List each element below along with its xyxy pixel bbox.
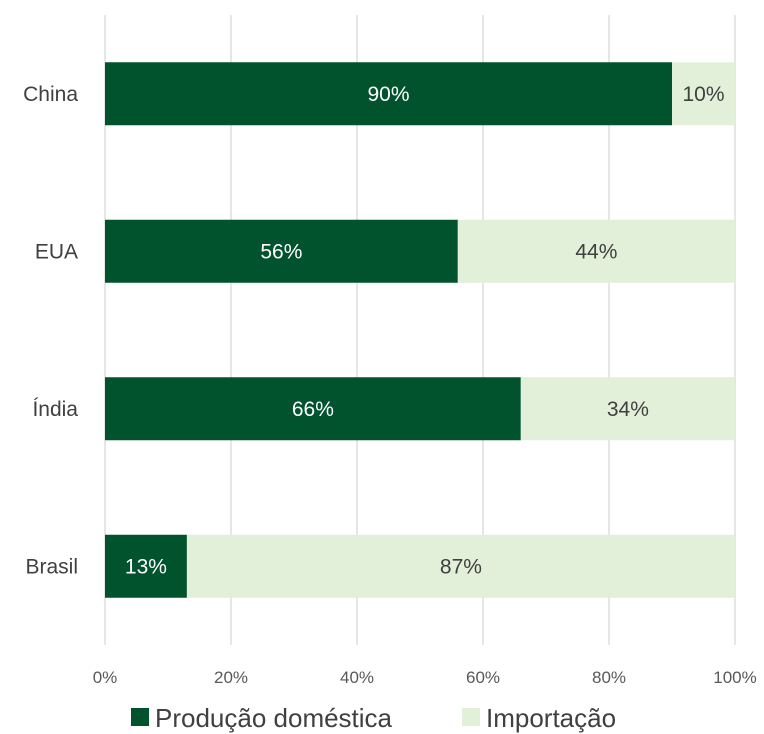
data-label-eua-series-1: 44% bbox=[575, 240, 617, 263]
bar-eua-series-0 bbox=[105, 219, 458, 283]
bar-china-series-1 bbox=[672, 62, 735, 126]
x-tick-label: 20% bbox=[214, 668, 248, 687]
category-label: Índia bbox=[32, 398, 78, 421]
x-tick-label: 100% bbox=[713, 668, 756, 687]
category-label: China bbox=[23, 83, 78, 106]
bar-índia-series-0 bbox=[105, 377, 521, 441]
bar-eua-series-1 bbox=[457, 219, 735, 283]
bar-brasil-series-0 bbox=[105, 534, 187, 598]
x-axis-ticks: 0% 20% 40% 60% 80% 100% bbox=[93, 668, 757, 687]
data-label-índia-series-0: 66% bbox=[292, 398, 334, 421]
x-tick-label: 0% bbox=[93, 668, 118, 687]
bar-brasil-series-1 bbox=[186, 534, 735, 598]
x-tick-label: 40% bbox=[340, 668, 374, 687]
bar-china-series-0 bbox=[105, 62, 672, 126]
x-tick-label: 80% bbox=[592, 668, 626, 687]
category-labels: China EUA Índia Brasil bbox=[23, 83, 78, 579]
legend-swatch-1 bbox=[462, 708, 480, 726]
data-label-eua-series-0: 56% bbox=[260, 240, 302, 263]
data-label-índia-series-1: 34% bbox=[607, 398, 649, 421]
legend-swatch-0 bbox=[131, 708, 149, 726]
data-label-china-series-0: 90% bbox=[367, 83, 409, 106]
legend-label-0: Produção doméstica bbox=[155, 703, 393, 733]
data-label-china-series-1: 10% bbox=[682, 83, 724, 106]
data-label-brasil-series-1: 87% bbox=[440, 555, 482, 578]
x-tick-label: 60% bbox=[466, 668, 500, 687]
data-label-brasil-series-0: 13% bbox=[125, 555, 167, 578]
bar-índia-series-1 bbox=[520, 377, 735, 441]
category-label: Brasil bbox=[25, 555, 78, 578]
legend: Produção doméstica Importação bbox=[131, 703, 616, 733]
bars: 90% 10% 56% 44% 66% 34% 13% 87% bbox=[105, 62, 735, 598]
category-label: EUA bbox=[35, 240, 78, 263]
legend-label-1: Importação bbox=[486, 703, 616, 733]
